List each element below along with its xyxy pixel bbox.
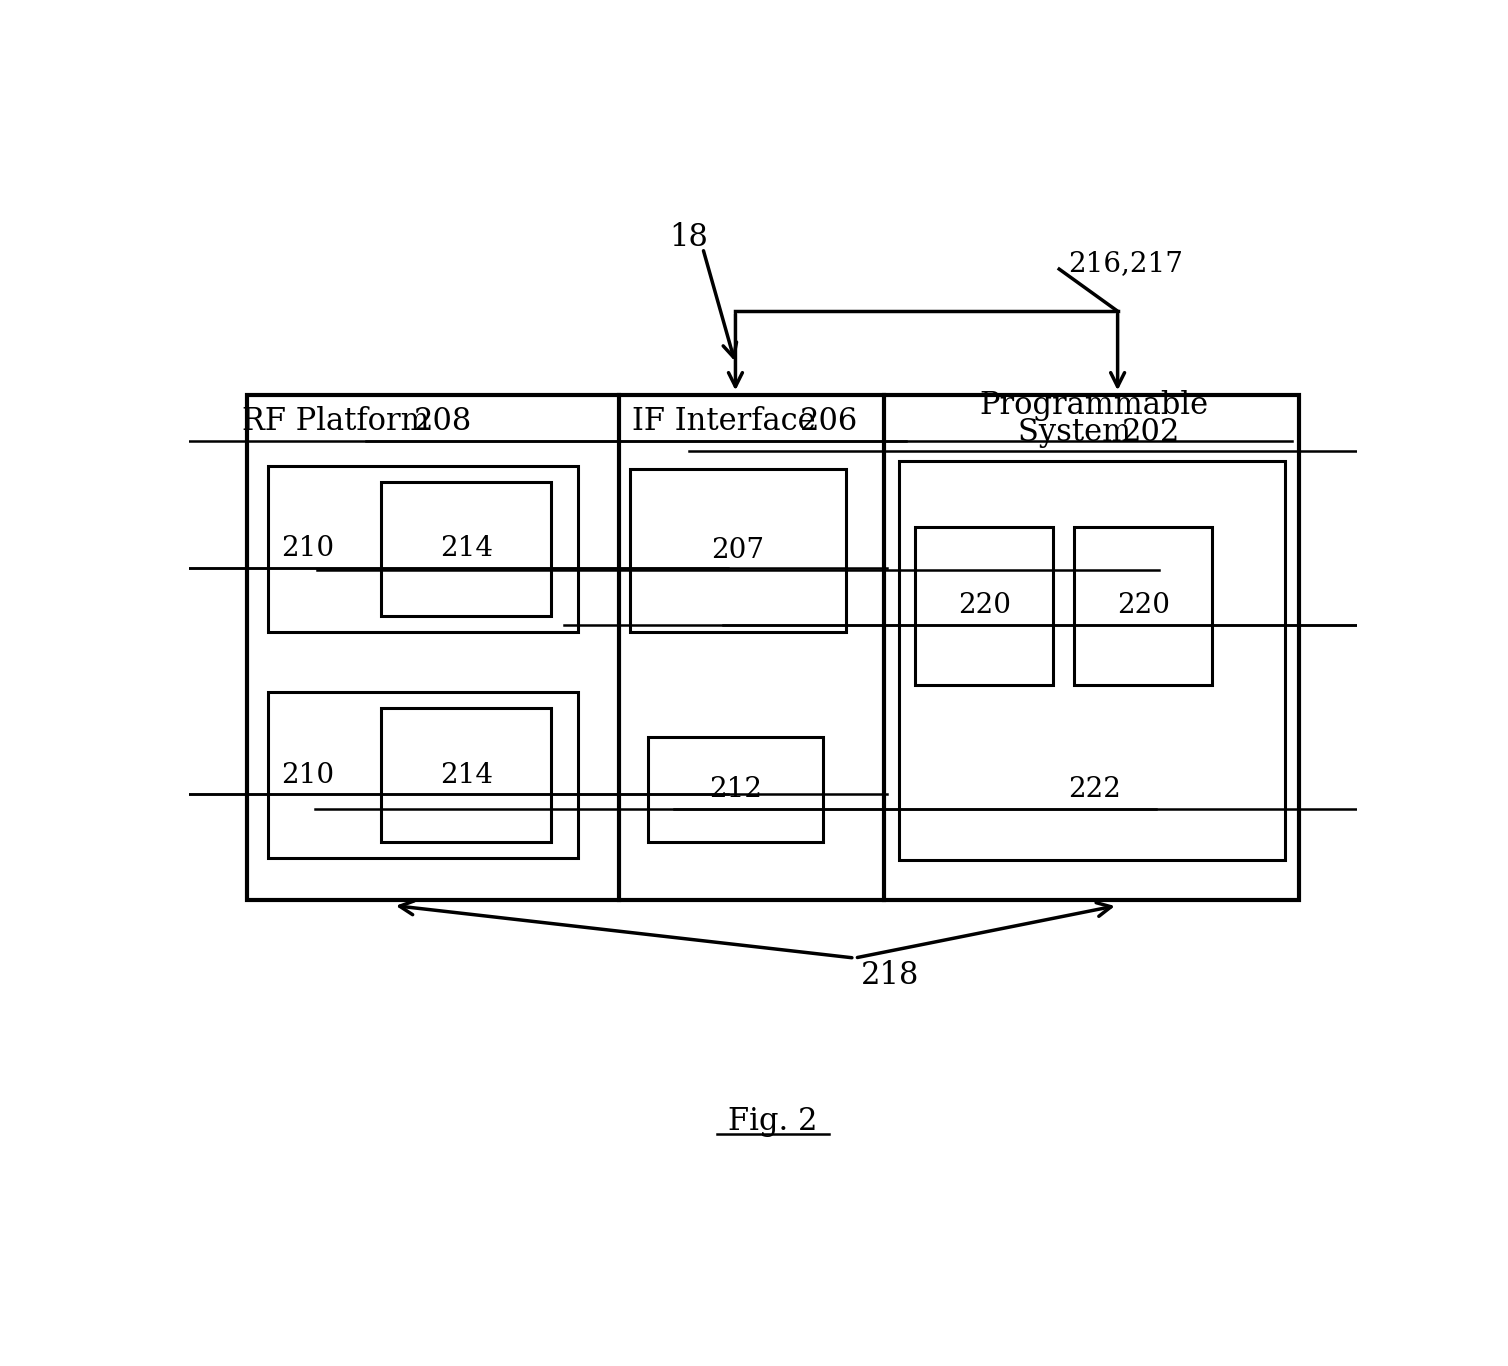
- Text: 212: 212: [709, 776, 762, 803]
- Text: 210: 210: [280, 535, 335, 563]
- Text: 222: 222: [1068, 776, 1120, 803]
- Bar: [247, 395, 1298, 900]
- Text: Programmable: Programmable: [980, 391, 1209, 421]
- Text: 206: 206: [799, 406, 858, 437]
- Bar: [648, 738, 823, 843]
- Bar: [899, 460, 1285, 861]
- Text: System: System: [1018, 417, 1140, 448]
- Text: 220: 220: [958, 593, 1010, 619]
- Text: 220: 220: [1117, 593, 1170, 619]
- Bar: [268, 466, 578, 632]
- Bar: [630, 469, 846, 632]
- Text: 214: 214: [440, 535, 493, 563]
- Text: 202: 202: [1122, 417, 1181, 448]
- Text: IF Interface: IF Interface: [632, 406, 825, 437]
- Bar: [1074, 527, 1212, 684]
- Text: 208: 208: [415, 406, 472, 437]
- Bar: [382, 708, 550, 843]
- Text: 214: 214: [440, 761, 493, 788]
- Text: 207: 207: [712, 537, 765, 564]
- Bar: [915, 527, 1053, 684]
- Text: 218: 218: [861, 960, 918, 992]
- Text: 18: 18: [670, 223, 709, 253]
- Bar: [268, 693, 578, 858]
- Text: 210: 210: [280, 761, 335, 788]
- Bar: [382, 482, 550, 616]
- Text: Fig. 2: Fig. 2: [728, 1105, 817, 1137]
- Text: RF Platform: RF Platform: [241, 406, 439, 437]
- Text: 216,217: 216,217: [1069, 250, 1184, 277]
